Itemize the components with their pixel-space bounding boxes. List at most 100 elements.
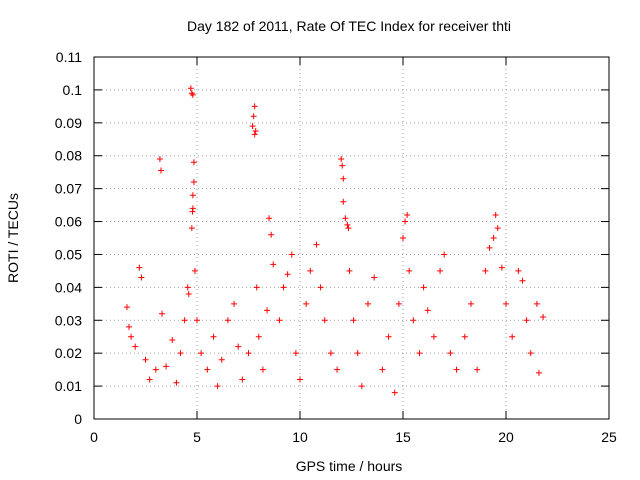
data-point [447,350,454,357]
data-point [519,277,526,284]
data-point [189,91,196,98]
data-point [424,307,431,314]
data-point [146,376,153,383]
data-point [515,267,522,274]
data-point [276,317,283,324]
data-point [540,313,547,320]
data-point [190,159,197,166]
data-point [494,225,501,232]
data-point [498,264,505,271]
data-point [214,383,221,390]
data-point [218,356,225,363]
data-point [416,350,423,357]
data-point [177,350,184,357]
data-point [400,235,406,241]
data-point [344,221,351,228]
data-point [410,317,417,324]
data-point [250,113,257,120]
data-point [190,179,197,186]
plot-frame [93,56,610,420]
data-point [235,343,242,350]
data-points [123,85,547,396]
data-point [385,333,392,340]
data-point [204,366,211,373]
data-point [313,241,320,248]
y-tick-label: 0.09 [55,115,82,131]
data-point [527,350,534,357]
data-point [264,307,271,314]
y-tick-label: 0.11 [56,49,82,65]
data-point [437,267,444,274]
data-point [184,284,191,291]
y-tick-label: 0.04 [55,279,82,295]
data-point [327,350,334,357]
data-point [270,261,277,268]
data-point [482,267,489,274]
data-point [185,290,192,297]
data-point [486,244,493,251]
data-point [181,317,188,324]
data-point [136,264,143,271]
data-point [158,310,165,317]
data-point [268,231,275,238]
data-point [321,317,328,324]
data-point [358,383,365,390]
data-point [280,284,287,291]
data-point [342,215,349,222]
data-point [288,251,295,258]
data-point [126,323,133,330]
data-point [210,333,217,340]
data-point [245,350,252,357]
data-point [191,267,198,274]
data-point [533,300,540,307]
data-point [142,356,149,363]
data-point [509,333,516,340]
data-point [340,175,347,182]
y-tick-label: 0.08 [55,148,82,164]
data-point [251,131,258,138]
data-point [297,376,303,383]
data-point [255,333,262,340]
data-point [461,333,468,340]
y-tick-label: 0.06 [55,214,82,230]
data-point [503,300,509,307]
data-point [371,274,378,281]
data-point [307,267,314,274]
data-point [284,271,291,278]
data-point [231,300,238,307]
x-tick-label: 15 [395,429,411,445]
x-tick-label: 20 [498,429,514,445]
data-point [303,300,310,307]
axis-ticks [93,56,610,420]
data-point [152,366,159,373]
data-point [128,333,135,340]
data-point [169,337,176,344]
data-point [339,162,346,169]
data-point [420,284,427,291]
data-point [430,333,437,340]
data-point [266,215,273,222]
x-tick-label: 25 [601,429,617,445]
x-tick-labels: 0 5 10 15 20 25 [90,429,617,445]
x-axis-label: GPS time / hours [296,458,403,474]
data-point [224,317,231,324]
data-point [467,300,474,307]
data-point [350,317,357,324]
data-point [239,376,246,383]
data-point [251,103,258,110]
data-point [490,235,497,241]
data-point [157,167,164,174]
data-point [474,366,481,373]
data-point [334,366,341,373]
data-point [535,369,542,376]
y-tick-label: 0.05 [55,246,82,262]
data-point [173,379,180,386]
grid-lines [94,57,609,419]
data-point [123,304,130,311]
data-point [253,284,260,291]
data-point [249,123,256,130]
y-tick-label: 0.03 [55,312,82,328]
data-point [364,300,371,307]
data-point [188,225,195,232]
